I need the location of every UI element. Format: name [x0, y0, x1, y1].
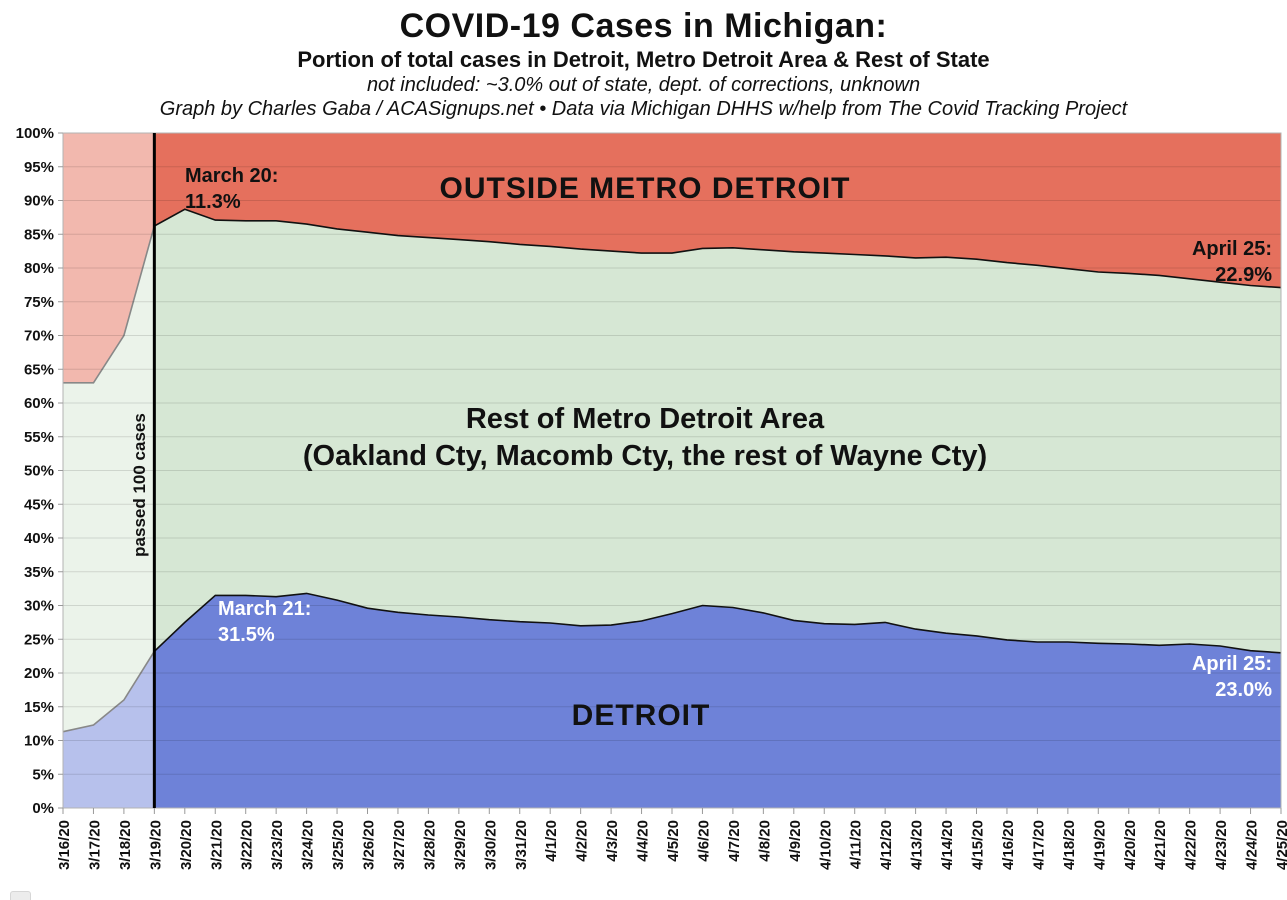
- x-tick-label: 4/18/20: [1061, 820, 1078, 870]
- x-tick-label: 4/12/20: [878, 820, 895, 870]
- x-tick-label: 3/21/20: [208, 820, 225, 870]
- y-tick-label: 15%: [24, 699, 54, 716]
- x-tick-label: 3/22/20: [239, 820, 256, 870]
- chart-title: COVID-19 Cases in Michigan:: [399, 7, 888, 45]
- area-label-detroit: DETROIT: [571, 699, 711, 732]
- y-tick-label: 65%: [24, 361, 54, 378]
- x-tick-label: 4/8/20: [756, 820, 773, 862]
- area-label-outside-metro-detroit: OUTSIDE METRO DETROIT: [439, 172, 851, 205]
- x-tick-label: 4/7/20: [726, 820, 743, 862]
- annotation-march20-value: 11.3%: [185, 191, 241, 213]
- chart-subtitle: Portion of total cases in Detroit, Metro…: [297, 47, 990, 72]
- y-tick-label: 95%: [24, 159, 54, 176]
- x-tick-label: 3/19/20: [147, 820, 164, 870]
- y-tick-label: 70%: [24, 328, 54, 345]
- y-tick-label: 85%: [24, 226, 54, 243]
- x-tick-label: 4/19/20: [1091, 820, 1108, 870]
- x-tick-label: 4/13/20: [909, 820, 926, 870]
- y-tick-label: 35%: [24, 564, 54, 581]
- x-tick-label: 3/18/20: [117, 820, 134, 870]
- x-tick-label: 3/30/20: [482, 820, 499, 870]
- x-tick-label: 3/20/20: [178, 820, 195, 870]
- x-tick-label: 4/6/20: [695, 820, 712, 862]
- x-tick-label: 4/25/20: [1274, 820, 1287, 870]
- x-tick-label: 3/24/20: [300, 820, 317, 870]
- x-tick-label: 3/27/20: [391, 820, 408, 870]
- x-tick-label: 4/23/20: [1213, 820, 1230, 870]
- y-tick-label: 55%: [24, 429, 54, 446]
- x-tick-label: 3/25/20: [330, 820, 347, 870]
- annotation-april25-outside: April 25: 22.9%: [1192, 236, 1272, 288]
- chart-header: COVID-19 Cases in Michigan: Portion of t…: [0, 0, 1287, 121]
- y-tick-label: 0%: [32, 800, 54, 817]
- annotation-march21-date: March 21:: [218, 598, 312, 620]
- annotation-march20-date: March 20:: [185, 165, 279, 187]
- y-tick-label: 60%: [24, 395, 54, 412]
- area-label-rest-of-metro: Rest of Metro Detroit Area (Oakland Cty,…: [303, 401, 987, 475]
- x-tick-label: 3/31/20: [513, 820, 530, 870]
- area-label-rest-line1: Rest of Metro Detroit Area: [465, 403, 825, 435]
- annotation-april25-outside-value: 22.9%: [1215, 264, 1272, 286]
- y-tick-label: 10%: [24, 733, 54, 750]
- x-tick-label: 4/20/20: [1122, 820, 1139, 870]
- x-tick-label: 3/26/20: [361, 820, 378, 870]
- x-tick-label: 3/28/20: [421, 820, 438, 870]
- y-tick-label: 5%: [32, 766, 54, 783]
- annotation-april25-detroit-value: 23.0%: [1215, 679, 1272, 701]
- x-tick-label: 4/1/20: [543, 820, 560, 862]
- y-tick-label: 80%: [24, 260, 54, 277]
- chart-credit: Graph by Charles Gaba / ACASignups.net •…: [159, 98, 1128, 120]
- x-tick-label: 4/2/20: [574, 820, 591, 862]
- x-tick-label: 3/23/20: [269, 820, 286, 870]
- annotation-march21: March 21: 31.5%: [218, 596, 311, 648]
- x-tick-label: 4/10/20: [817, 820, 834, 870]
- annotation-passed-100-cases: passed 100 cases: [130, 413, 149, 557]
- x-tick-label: 4/22/20: [1183, 820, 1200, 870]
- x-tick-label: 4/11/20: [848, 820, 865, 869]
- detroit-boundary-line: [62, 592, 1282, 733]
- y-tick-label: 75%: [24, 294, 54, 311]
- x-tick-label: 4/24/20: [1244, 820, 1261, 870]
- x-tick-label: 4/15/20: [970, 820, 987, 870]
- x-tick-label: 4/9/20: [787, 820, 804, 862]
- x-tick-label: 4/16/20: [1000, 820, 1017, 870]
- metro-boundary-line: [63, 208, 1282, 384]
- y-tick-label: 100%: [16, 125, 54, 142]
- chart-note: not included: ~3.0% out of state, dept. …: [366, 74, 921, 96]
- detroit-area: [63, 593, 1281, 808]
- area-label-rest-line2: (Oakland Cty, Macomb Cty, the rest of Wa…: [302, 440, 988, 472]
- annotation-march21-value: 31.5%: [218, 624, 275, 646]
- x-tick-label: 3/16/20: [56, 820, 73, 870]
- x-tick-label: 4/14/20: [939, 820, 956, 870]
- y-tick-label: 30%: [24, 598, 54, 615]
- x-tick-label: 4/4/20: [635, 820, 652, 862]
- x-tick-label: 4/17/20: [1030, 820, 1047, 870]
- annotation-april25-outside-date: April 25:: [1191, 238, 1272, 260]
- x-tick-label: 3/17/20: [86, 820, 103, 870]
- annotation-march20: March 20: 11.3%: [185, 163, 278, 215]
- x-tick-label: 3/29/20: [452, 820, 469, 870]
- pre-threshold-overlay: [63, 133, 155, 808]
- y-tick-label: 90%: [24, 193, 54, 210]
- legend-fragment: [10, 891, 31, 900]
- y-tick-label: 45%: [24, 496, 54, 513]
- annotation-april25-detroit-date: April 25:: [1191, 653, 1272, 675]
- y-tick-label: 20%: [24, 665, 54, 682]
- x-tick-label: 4/3/20: [604, 820, 621, 862]
- y-tick-label: 40%: [24, 530, 54, 547]
- annotation-april25-detroit: April 25: 23.0%: [1192, 651, 1272, 703]
- y-tick-label: 25%: [24, 631, 54, 648]
- x-tick-label: 4/21/20: [1152, 820, 1169, 870]
- y-tick-label: 50%: [24, 463, 54, 480]
- x-tick-label: 4/5/20: [665, 820, 682, 862]
